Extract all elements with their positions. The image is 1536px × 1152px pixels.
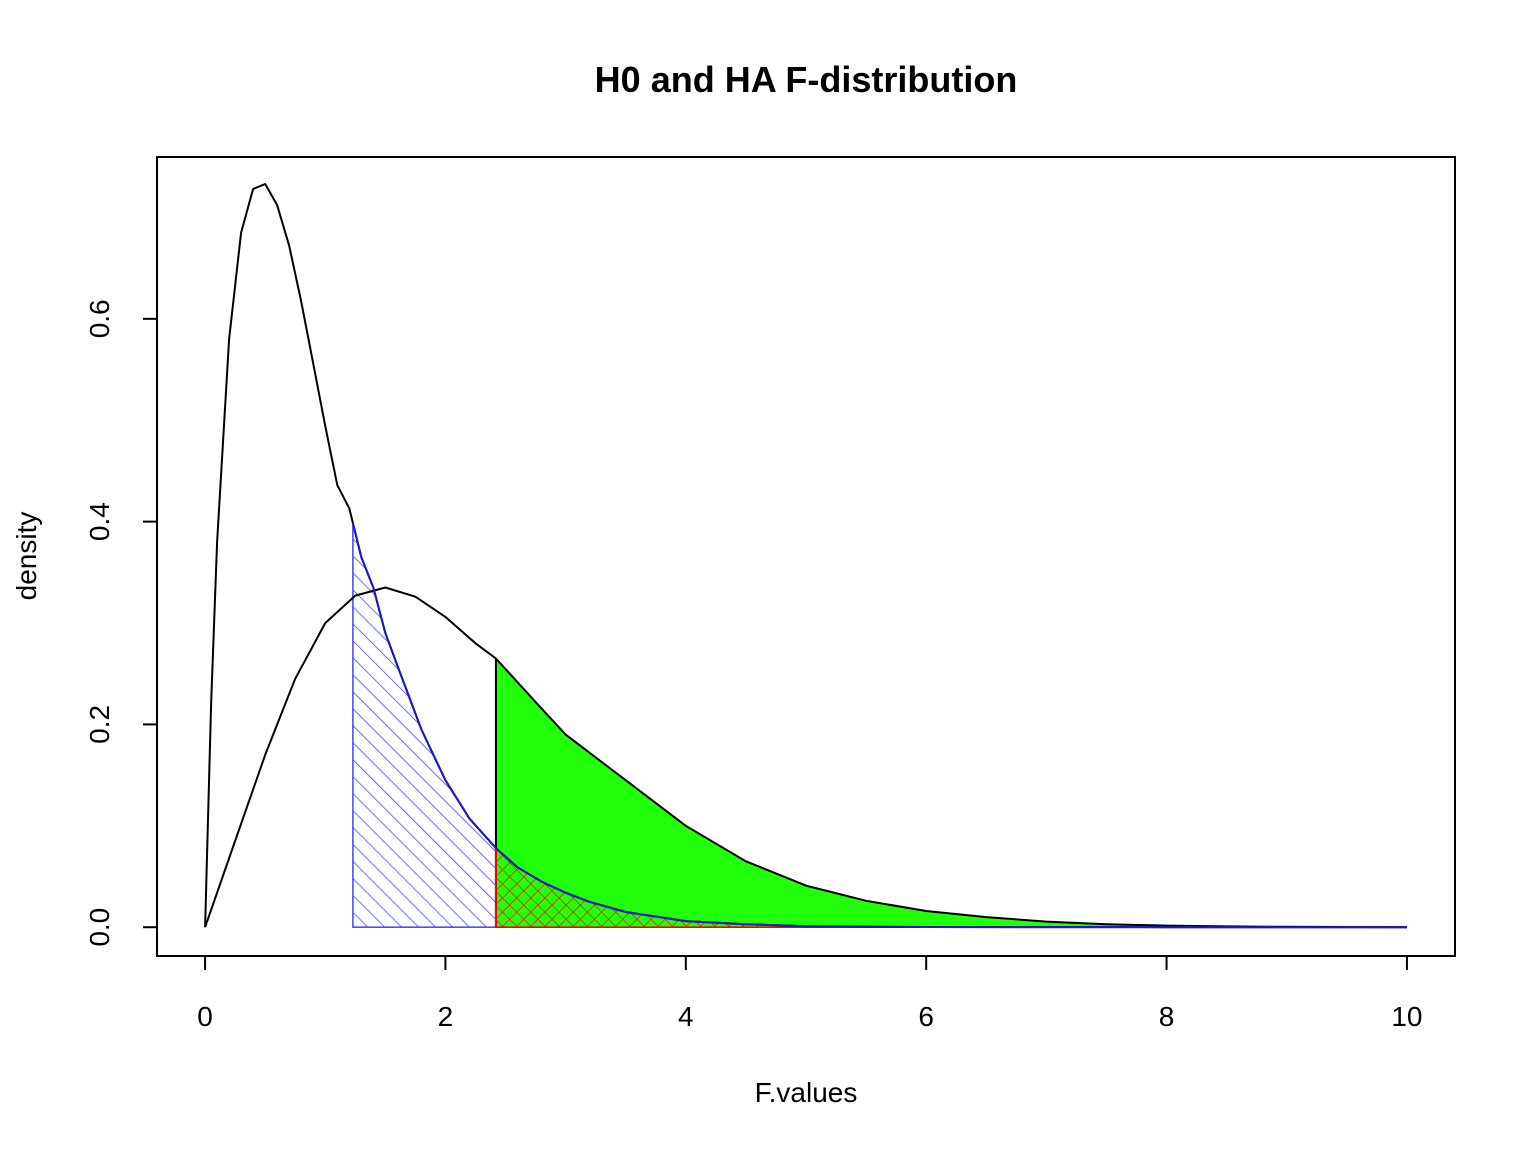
y-tick-label-0: 0.0 — [84, 908, 115, 947]
shaded-region-solid-1 — [495, 658, 1407, 928]
x-tick-label-2: 4 — [678, 1001, 694, 1032]
shaded-region-hatched-0 — [352, 522, 497, 928]
chart-title: H0 and HA F-distribution — [595, 59, 1018, 100]
y-tick-label-2: 0.4 — [84, 502, 115, 541]
x-tick-label-5: 10 — [1391, 1001, 1422, 1032]
shaded-regions — [352, 522, 1407, 928]
x-tick-label-3: 6 — [918, 1001, 934, 1032]
plot-frame — [156, 156, 1456, 957]
x-axis-label: F.values — [755, 1077, 858, 1108]
series-line-1 — [204, 586, 1407, 929]
series-lines — [204, 183, 1407, 929]
x-tick-label-4: 8 — [1159, 1001, 1175, 1032]
y-tick-label-1: 0.2 — [84, 705, 115, 744]
x-tick-label-1: 2 — [438, 1001, 454, 1032]
x-axis: 0 2 4 6 8 10 — [197, 955, 1423, 1032]
y-tick-label-3: 0.6 — [84, 299, 115, 338]
x-tick-label-0: 0 — [197, 1001, 213, 1032]
series-0-tail-edge — [351, 522, 1407, 929]
y-axis: 0.0 0.2 0.4 0.6 — [84, 299, 158, 947]
y-axis-label: density — [11, 512, 42, 601]
